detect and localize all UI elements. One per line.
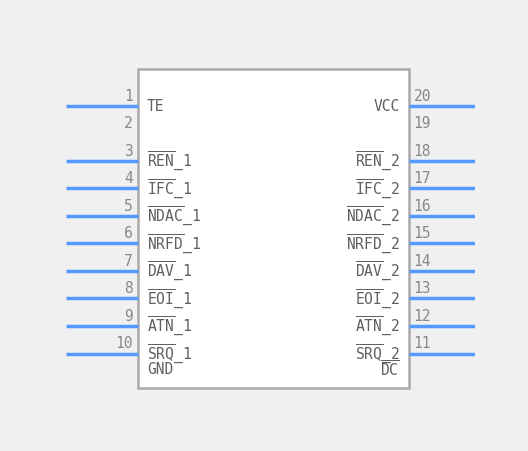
Text: VCC: VCC <box>373 99 400 114</box>
Text: $\overline{\mathtt{NRFD}}$_2: $\overline{\mathtt{NRFD}}$_2 <box>346 232 400 255</box>
Text: 14: 14 <box>413 253 431 268</box>
Text: 9: 9 <box>124 308 133 323</box>
Text: 5: 5 <box>124 198 133 213</box>
Text: 10: 10 <box>116 336 133 351</box>
Bar <box>138 70 409 388</box>
Text: $\overline{\mathtt{IFC}}$_1: $\overline{\mathtt{IFC}}$_1 <box>147 177 192 200</box>
Text: 2: 2 <box>124 116 133 131</box>
Text: 8: 8 <box>124 281 133 296</box>
Text: $\overline{\mathtt{NRFD}}$_1: $\overline{\mathtt{NRFD}}$_1 <box>147 232 201 255</box>
Text: 20: 20 <box>413 88 431 103</box>
Text: 3: 3 <box>124 143 133 158</box>
Text: $\overline{\mathtt{NDAC}}$_1: $\overline{\mathtt{NDAC}}$_1 <box>147 205 201 228</box>
Text: $\overline{\mathtt{SRQ}}$_1: $\overline{\mathtt{SRQ}}$_1 <box>147 342 192 365</box>
Text: $\overline{\mathtt{REN}}$_1: $\overline{\mathtt{REN}}$_1 <box>147 150 192 173</box>
Text: $\overline{\mathtt{IFC}}$_2: $\overline{\mathtt{IFC}}$_2 <box>355 177 400 200</box>
Text: 19: 19 <box>413 116 431 131</box>
Text: $\overline{\mathtt{EOI}}$_1: $\overline{\mathtt{EOI}}$_1 <box>147 287 192 310</box>
Text: $\overline{\mathtt{EOI}}$_2: $\overline{\mathtt{EOI}}$_2 <box>355 287 400 310</box>
Text: 12: 12 <box>413 308 431 323</box>
Text: 18: 18 <box>413 143 431 158</box>
Text: 6: 6 <box>124 226 133 241</box>
Text: 4: 4 <box>124 171 133 186</box>
Text: $\overline{\mathtt{NDAC}}$_2: $\overline{\mathtt{NDAC}}$_2 <box>346 205 400 228</box>
Text: 17: 17 <box>413 171 431 186</box>
Text: 1: 1 <box>124 88 133 103</box>
Text: $\overline{\mathtt{REN}}$_2: $\overline{\mathtt{REN}}$_2 <box>355 150 400 173</box>
Text: $\overline{\mathtt{DAV}}$_1: $\overline{\mathtt{DAV}}$_1 <box>147 260 192 283</box>
Text: $\overline{\mathtt{DC}}$: $\overline{\mathtt{DC}}$ <box>380 359 400 379</box>
Text: TE: TE <box>147 99 164 114</box>
Text: $\overline{\mathtt{ATN}}$_2: $\overline{\mathtt{ATN}}$_2 <box>355 315 400 338</box>
Text: 13: 13 <box>413 281 431 296</box>
Text: GND: GND <box>147 361 173 376</box>
Text: 11: 11 <box>413 336 431 351</box>
Text: $\overline{\mathtt{ATN}}$_1: $\overline{\mathtt{ATN}}$_1 <box>147 315 192 338</box>
Text: $\overline{\mathtt{SRQ}}$_2: $\overline{\mathtt{SRQ}}$_2 <box>355 342 400 365</box>
Text: 7: 7 <box>124 253 133 268</box>
Text: $\overline{\mathtt{DAV}}$_2: $\overline{\mathtt{DAV}}$_2 <box>355 260 400 283</box>
Text: 16: 16 <box>413 198 431 213</box>
Text: 15: 15 <box>413 226 431 241</box>
